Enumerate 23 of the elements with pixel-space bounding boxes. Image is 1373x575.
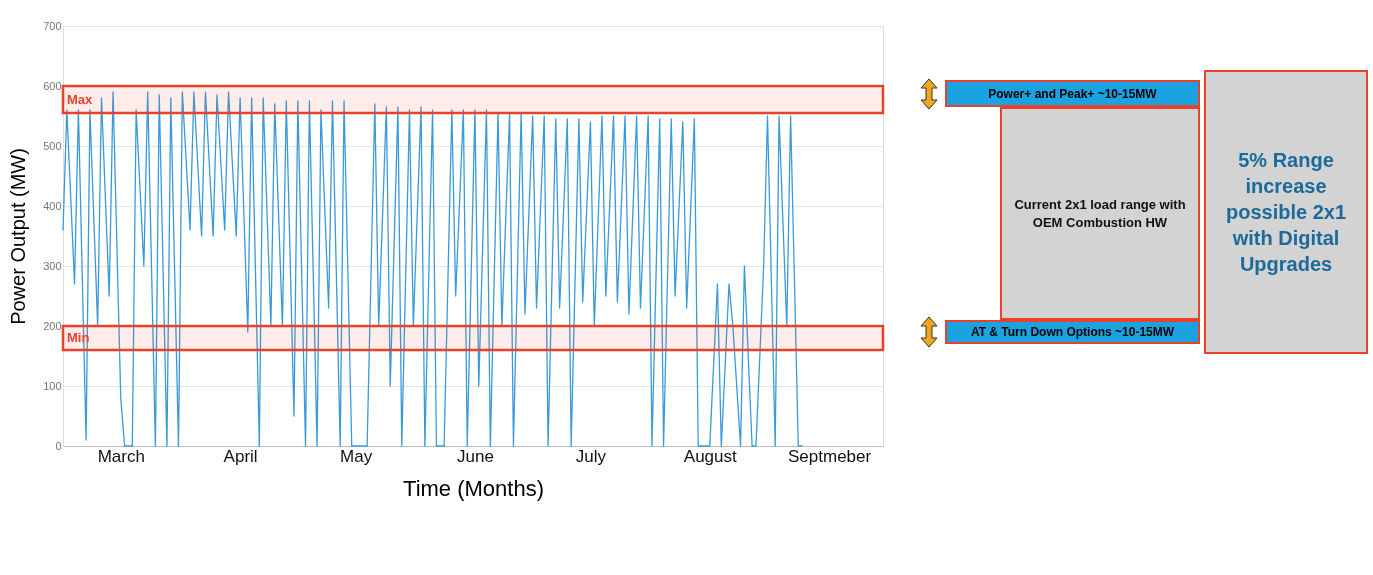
y-tick-label: 500 [43, 139, 62, 152]
y-tick-label: 400 [43, 199, 62, 212]
y-tick-label: 300 [43, 259, 62, 272]
x-tick-label: May [340, 446, 373, 466]
x-tick-label: Septmeber [788, 446, 872, 466]
x-tick-label: August [683, 446, 737, 466]
x-tick-label: March [97, 446, 145, 466]
y-tick-label: 200 [43, 319, 62, 332]
x-axis-title: Time (Months) [403, 475, 544, 501]
y-tick-label: 100 [43, 379, 62, 392]
band-label: Max [67, 91, 94, 107]
text: 5% Range increase possible 2x1 with Digital Upgrades [1204, 70, 1368, 354]
line-series [62, 91, 803, 447]
text: Current 2x1 load range with OEM Combustion HW [1000, 107, 1200, 320]
y-tick-label: 0 [55, 439, 62, 452]
y-tick-label: 600 [43, 79, 62, 92]
text: Power+ and Peak+ ~10-15MW [945, 80, 1200, 107]
y-axis-title: Power Output (MW) [7, 148, 30, 325]
text: AT & Turn Down Options ~10-15MW [945, 320, 1200, 344]
x-tick-label: April [223, 446, 258, 466]
y-tick-label: 700 [43, 19, 62, 32]
x-tick-label: July [575, 446, 607, 466]
x-tick-label: June [456, 446, 494, 466]
